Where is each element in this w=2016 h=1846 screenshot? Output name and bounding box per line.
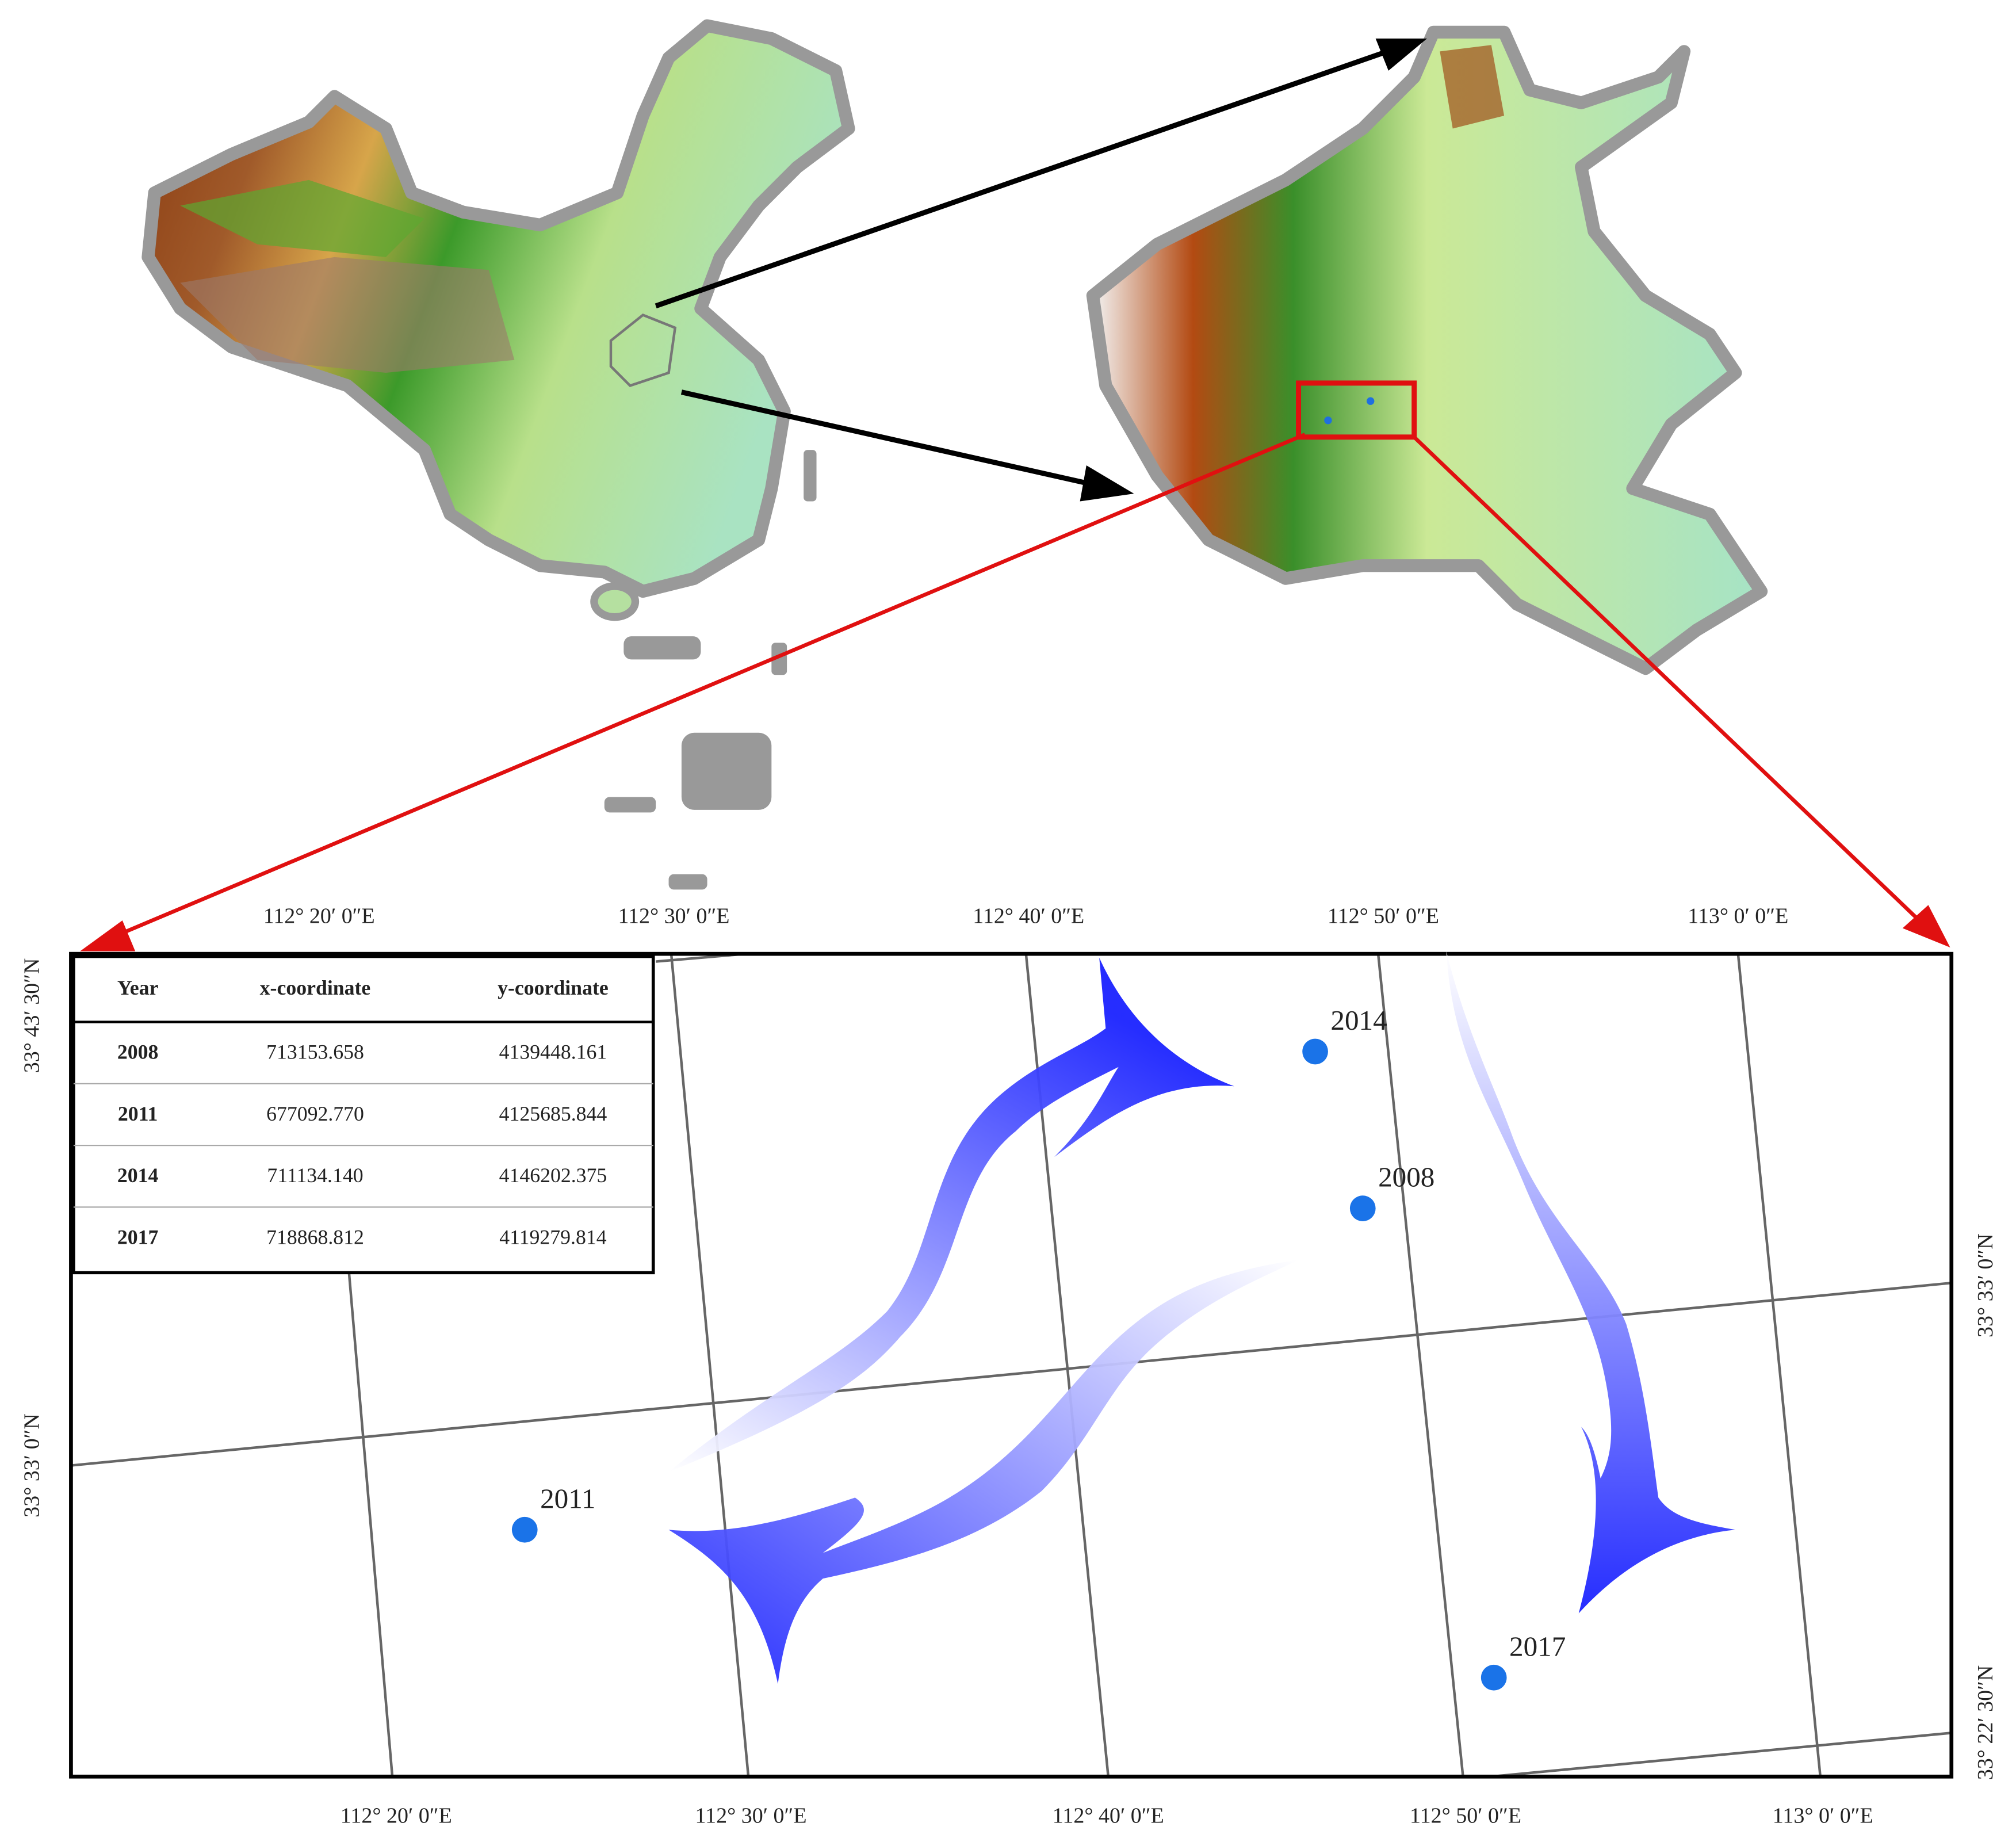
table-cell: 4139448.161 [499, 1041, 607, 1064]
table-cell: 713153.658 [266, 1041, 364, 1064]
centroid-point [1481, 1664, 1507, 1691]
table-header: y-coordinate [498, 976, 609, 999]
centroid-point [1302, 1038, 1328, 1065]
left-coord-label: 33° 43′ 30″N [20, 958, 44, 1073]
bottom-coord-label: 112° 50′ 0″E [1410, 1804, 1521, 1828]
top-coord-label: 112° 50′ 0″E [1328, 904, 1439, 928]
table-cell: 2017 [117, 1225, 158, 1248]
bottom-coord-label: 113° 0′ 0″E [1773, 1804, 1873, 1828]
centroid-point [1349, 1195, 1376, 1221]
henan-map [1086, 25, 1768, 675]
table-cell: 2014 [117, 1164, 159, 1187]
left-coord-label: 33° 33′ 0″N [20, 1413, 44, 1518]
right-coord-label: 33° 33′ 0″N [1973, 1233, 1998, 1337]
table-cell: 4119279.814 [499, 1225, 606, 1248]
table-header: Year [117, 976, 159, 999]
table-cell: 4146202.375 [499, 1164, 607, 1187]
point-label: 2011 [540, 1482, 596, 1514]
study-area-box [1296, 380, 1417, 440]
point-label: 2008 [1378, 1161, 1434, 1193]
right-coord-label: 33° 22′ 30″N [1973, 1665, 1998, 1780]
table-cell: 711134.140 [267, 1164, 363, 1187]
trajectory-arrows [668, 951, 1736, 1684]
bottom-coord-label: 112° 40′ 0″E [1053, 1804, 1164, 1828]
bottom-coord-label: 112° 30′ 0″E [695, 1804, 807, 1828]
china-map [141, 19, 855, 890]
top-coord-label: 113° 0′ 0″E [1688, 904, 1788, 928]
table-cell: 718868.812 [266, 1225, 364, 1248]
coordinate-table [72, 954, 655, 1275]
table-cell: 4125685.844 [499, 1102, 607, 1125]
table-cell: 677092.770 [266, 1102, 364, 1125]
top-coord-label: 112° 20′ 0″E [263, 904, 375, 928]
top-coord-label: 112° 30′ 0″E [618, 904, 729, 928]
table-cell: 2008 [117, 1041, 158, 1064]
point-label: 2014 [1330, 1004, 1387, 1036]
table-cell: 2011 [118, 1102, 158, 1125]
top-coord-label: 112° 40′ 0″E [973, 904, 1084, 928]
table-header: x-coordinate [260, 976, 371, 999]
centroid-point [511, 1516, 538, 1543]
bottom-coord-label: 112° 20′ 0″E [341, 1804, 452, 1828]
connector-arrows [80, 39, 1950, 951]
point-label: 2017 [1509, 1630, 1566, 1662]
